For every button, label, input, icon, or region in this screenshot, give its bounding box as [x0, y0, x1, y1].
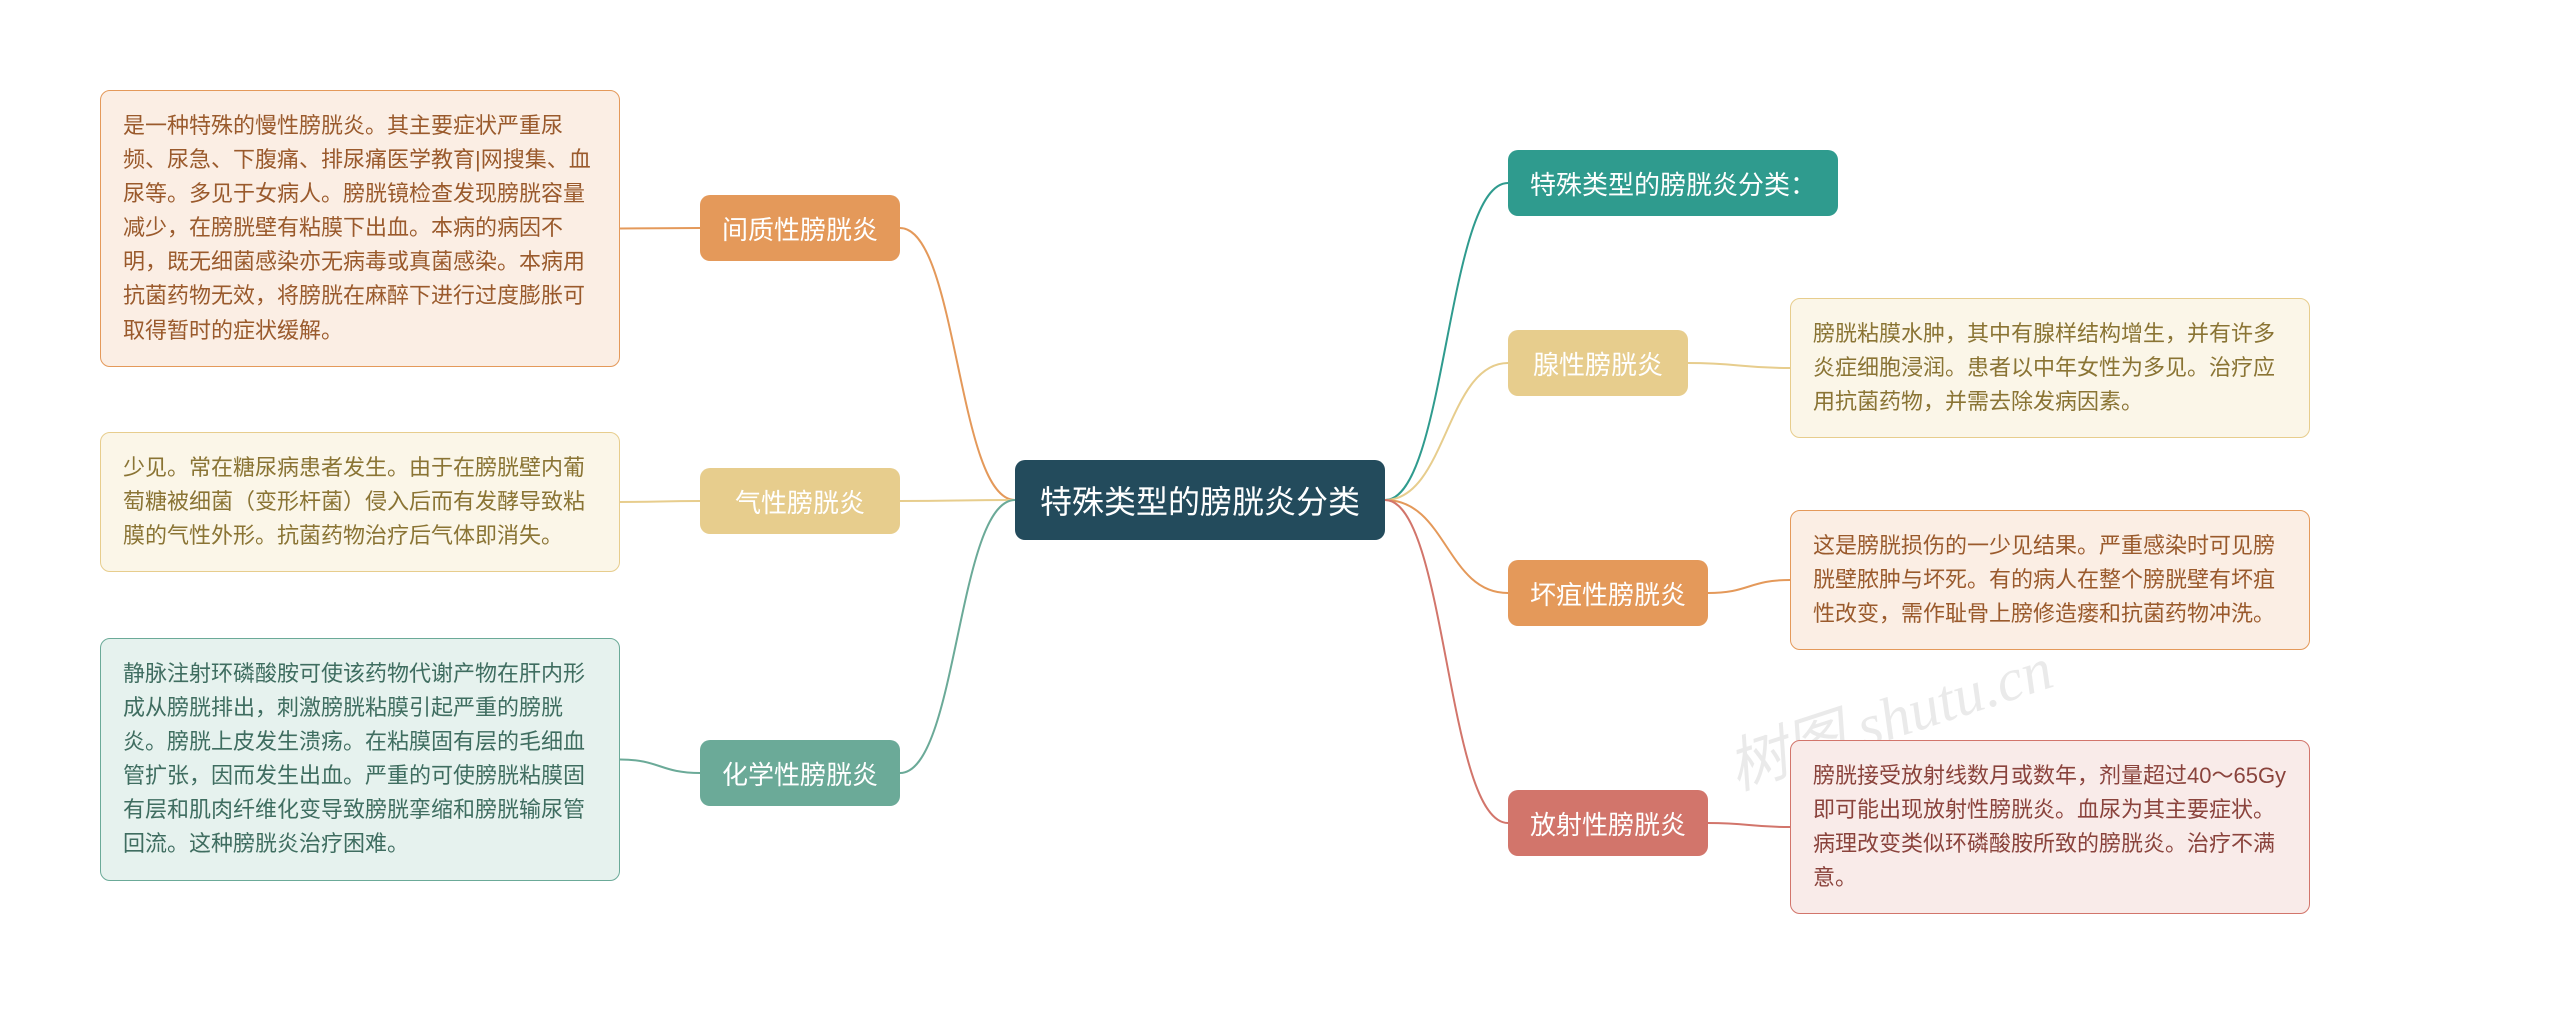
leaf-radiation: 膀胱接受放射线数月或数年，剂量超过40～65Gy即可能出现放射性膀胱炎。血尿为其…: [1790, 740, 2310, 914]
branch-radiation: 放射性膀胱炎: [1508, 790, 1708, 856]
leaf-emphysematous: 少见。常在糖尿病患者发生。由于在膀胱壁内葡萄糖被细菌（变形杆菌）侵入后而有发酵导…: [100, 432, 620, 572]
branch-glandular: 腺性膀胱炎: [1508, 330, 1688, 396]
branch-types-header: 特殊类型的膀胱炎分类：: [1508, 150, 1838, 216]
mindmap-center: 特殊类型的膀胱炎分类: [1015, 460, 1385, 540]
leaf-interstitial: 是一种特殊的慢性膀胱炎。其主要症状严重尿频、尿急、下腹痛、排尿痛医学教育|网搜集…: [100, 90, 620, 367]
branch-chemical: 化学性膀胱炎: [700, 740, 900, 806]
leaf-chemical: 静脉注射环磷酸胺可使该药物代谢产物在肝内形成从膀胱排出，刺激膀胱粘膜引起严重的膀…: [100, 638, 620, 881]
branch-interstitial: 间质性膀胱炎: [700, 195, 900, 261]
branch-emphysematous: 气性膀胱炎: [700, 468, 900, 534]
leaf-glandular: 膀胱粘膜水肿，其中有腺样结构增生，并有许多炎症细胞浸润。患者以中年女性为多见。治…: [1790, 298, 2310, 438]
branch-gangrenous: 坏疽性膀胱炎: [1508, 560, 1708, 626]
leaf-gangrenous: 这是膀胱损伤的一少见结果。严重感染时可见膀胱壁脓肿与坏死。有的病人在整个膀胱壁有…: [1790, 510, 2310, 650]
